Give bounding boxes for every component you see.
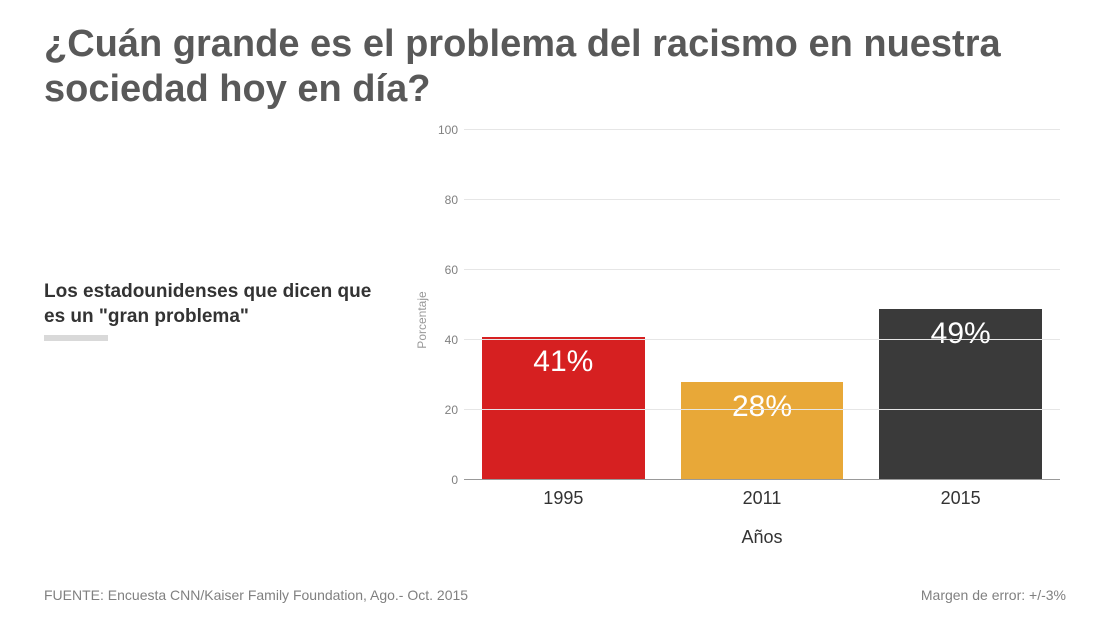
x-tick-label: 2015 <box>941 488 981 509</box>
grid-line <box>464 409 1060 410</box>
y-tick-label: 100 <box>438 123 458 137</box>
grid-line <box>464 269 1060 270</box>
source-text: FUENTE: Encuesta CNN/Kaiser Family Found… <box>44 587 468 603</box>
bar-slot: 41%1995 <box>464 130 663 480</box>
x-tick-label: 1995 <box>543 488 583 509</box>
y-tick-label: 80 <box>445 193 458 207</box>
x-tick-label: 2011 <box>743 488 782 509</box>
bar-chart: Porcentaje 41%199528%201149%2015 0204060… <box>440 130 1060 510</box>
y-axis-label: Porcentaje <box>415 291 429 348</box>
y-tick-label: 40 <box>445 333 458 347</box>
bar-slot: 28%2011 <box>663 130 862 480</box>
grid-line <box>464 339 1060 340</box>
bar-value-label: 41% <box>533 337 593 379</box>
x-axis-label: Años <box>464 527 1060 548</box>
legend: Los estadounidenses que dicen que es un … <box>44 280 384 341</box>
grid-line <box>464 129 1060 130</box>
bar: 28% <box>681 382 844 480</box>
y-tick-label: 0 <box>451 473 458 487</box>
bars-container: 41%199528%201149%2015 <box>464 130 1060 480</box>
grid-line <box>464 199 1060 200</box>
legend-underline <box>44 335 108 341</box>
margin-of-error-text: Margen de error: +/-3% <box>921 587 1066 603</box>
bar-value-label: 49% <box>931 309 991 351</box>
plot-area: 41%199528%201149%2015 020406080100 <box>464 130 1060 480</box>
grid-line <box>464 479 1060 480</box>
chart-title: ¿Cuán grande es el problema del racismo … <box>44 22 1066 112</box>
legend-text: Los estadounidenses que dicen que es un … <box>44 280 384 329</box>
y-tick-label: 60 <box>445 263 458 277</box>
footer: FUENTE: Encuesta CNN/Kaiser Family Found… <box>44 587 1066 603</box>
y-tick-label: 20 <box>445 403 458 417</box>
bar-value-label: 28% <box>732 382 792 424</box>
bar: 49% <box>879 309 1042 481</box>
bar-slot: 49%2015 <box>861 130 1060 480</box>
